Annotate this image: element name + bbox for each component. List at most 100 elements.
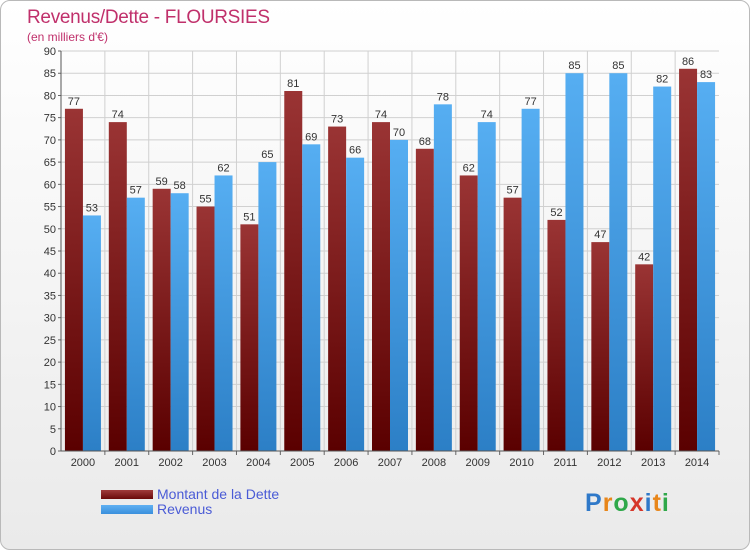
x-tick-label: 2013 bbox=[641, 457, 665, 469]
bar-revenue bbox=[126, 197, 145, 451]
data-label-debt: 57 bbox=[506, 185, 518, 197]
y-tick-label: 90 bbox=[44, 46, 56, 58]
bar-debt bbox=[547, 219, 566, 451]
bar-debt bbox=[240, 224, 259, 451]
y-tick-label: 80 bbox=[44, 90, 56, 102]
axes: 0 5 10 15 20 25 30 35 40 45 50 55 60 65 70 75 80 85 90 2000… bbox=[44, 46, 720, 469]
bar-revenue bbox=[170, 193, 189, 451]
data-label-revenue: 85 bbox=[612, 60, 624, 72]
bars bbox=[64, 68, 716, 452]
legend-swatch-revenue bbox=[101, 505, 153, 514]
bar-debt bbox=[284, 91, 303, 451]
y-tick-label: 30 bbox=[44, 313, 56, 325]
y-tick-label: 45 bbox=[44, 246, 56, 258]
x-tick-label: 2011 bbox=[554, 457, 578, 469]
data-label-debt: 81 bbox=[287, 78, 299, 90]
data-label-debt: 74 bbox=[112, 109, 124, 121]
y-tick-label: 5 bbox=[50, 424, 56, 436]
bar-debt bbox=[108, 122, 127, 451]
legend-label-debt: Montant de la Dette bbox=[157, 486, 280, 502]
bar-debt bbox=[459, 175, 478, 451]
x-tick-label: 2014 bbox=[685, 457, 709, 469]
bar-revenue bbox=[82, 215, 101, 451]
data-label-debt: 59 bbox=[156, 176, 168, 188]
data-label-revenue: 77 bbox=[524, 96, 536, 108]
chart-subtitle: (en milliers d'€) bbox=[27, 30, 108, 44]
bar-debt bbox=[196, 206, 215, 451]
logo-letter: i bbox=[644, 489, 653, 517]
bar-revenue bbox=[697, 82, 716, 451]
y-tick-label: 55 bbox=[44, 202, 56, 214]
bar-debt bbox=[591, 242, 610, 451]
x-tick-label: 2009 bbox=[465, 457, 489, 469]
bar-debt bbox=[503, 197, 522, 451]
legend-item-debt: Montant de la Dette bbox=[101, 487, 279, 502]
y-tick-label: 50 bbox=[44, 224, 56, 236]
bar-debt bbox=[328, 126, 347, 452]
chart-title: Revenus/Dette - FLOURSIES bbox=[27, 7, 270, 28]
data-label-debt: 73 bbox=[331, 114, 343, 126]
y-tick-label: 10 bbox=[44, 402, 56, 414]
y-tick-label: 75 bbox=[44, 113, 56, 125]
bar-revenue bbox=[521, 108, 540, 452]
proxiti-logo: Proxiti bbox=[585, 489, 670, 518]
legend-label-revenue: Revenus bbox=[157, 501, 213, 517]
y-tick-label: 85 bbox=[44, 68, 56, 80]
y-tick-label: 35 bbox=[44, 290, 56, 302]
bar-revenue bbox=[433, 104, 452, 451]
x-tick-label: 2007 bbox=[378, 457, 402, 469]
bar-debt bbox=[372, 122, 390, 451]
data-labels: 77 53 74 57 59 58 55 62 51 65 81 69 73 66 74 70 68 78 62 74… bbox=[68, 56, 712, 264]
bar-revenue bbox=[258, 162, 277, 451]
bar-debt bbox=[64, 108, 83, 452]
data-label-revenue: 69 bbox=[305, 131, 317, 143]
data-label-revenue: 66 bbox=[349, 145, 361, 157]
bar-revenue bbox=[653, 86, 672, 452]
y-tick-label: 20 bbox=[44, 357, 56, 369]
y-tick-label: 25 bbox=[44, 335, 56, 347]
y-tick-label: 70 bbox=[44, 135, 56, 147]
y-tick-label: 15 bbox=[44, 379, 56, 391]
y-tick-label: 65 bbox=[44, 157, 56, 169]
logo-letter: t bbox=[652, 489, 662, 517]
y-tick-label: 0 bbox=[50, 446, 56, 458]
data-label-debt: 42 bbox=[638, 251, 650, 263]
legend: Montant de la Dette Revenus bbox=[101, 487, 279, 517]
data-label-revenue: 74 bbox=[481, 109, 493, 121]
legend-item-revenue: Revenus bbox=[101, 502, 279, 517]
bar-debt bbox=[635, 264, 654, 451]
x-tick-label: 2005 bbox=[290, 457, 314, 469]
x-tick-label: 2001 bbox=[115, 457, 139, 469]
data-label-debt: 68 bbox=[419, 136, 431, 148]
x-tick-label: 2002 bbox=[158, 457, 182, 469]
y-tick-label: 40 bbox=[44, 268, 56, 280]
data-label-revenue: 58 bbox=[174, 180, 186, 192]
logo-letter: x bbox=[629, 489, 645, 517]
x-tick-label: 2006 bbox=[334, 457, 358, 469]
legend-swatch-debt bbox=[101, 490, 153, 499]
x-tick-label: 2010 bbox=[509, 457, 533, 469]
bar-revenue bbox=[346, 157, 365, 451]
data-label-revenue: 62 bbox=[217, 162, 229, 174]
data-label-revenue: 78 bbox=[437, 91, 449, 103]
bar-revenue bbox=[609, 73, 628, 451]
logo-letter: o bbox=[613, 489, 630, 517]
data-label-debt: 55 bbox=[199, 194, 211, 206]
data-label-revenue: 70 bbox=[393, 127, 405, 139]
bar-revenue bbox=[302, 144, 321, 452]
bar-revenue bbox=[390, 139, 408, 451]
x-tick-label: 2004 bbox=[246, 457, 270, 469]
bar-debt bbox=[415, 148, 434, 451]
data-label-revenue: 57 bbox=[130, 185, 142, 197]
logo-letter: i bbox=[661, 489, 670, 517]
data-label-debt: 47 bbox=[594, 229, 606, 241]
x-tick-label: 2003 bbox=[202, 457, 226, 469]
data-label-debt: 86 bbox=[682, 56, 694, 68]
data-label-revenue: 65 bbox=[261, 149, 273, 161]
data-label-debt: 52 bbox=[550, 207, 562, 219]
bar-revenue bbox=[565, 73, 584, 451]
bar-revenue bbox=[214, 175, 233, 451]
logo-letter: P bbox=[585, 489, 603, 517]
data-label-debt: 51 bbox=[243, 211, 255, 223]
